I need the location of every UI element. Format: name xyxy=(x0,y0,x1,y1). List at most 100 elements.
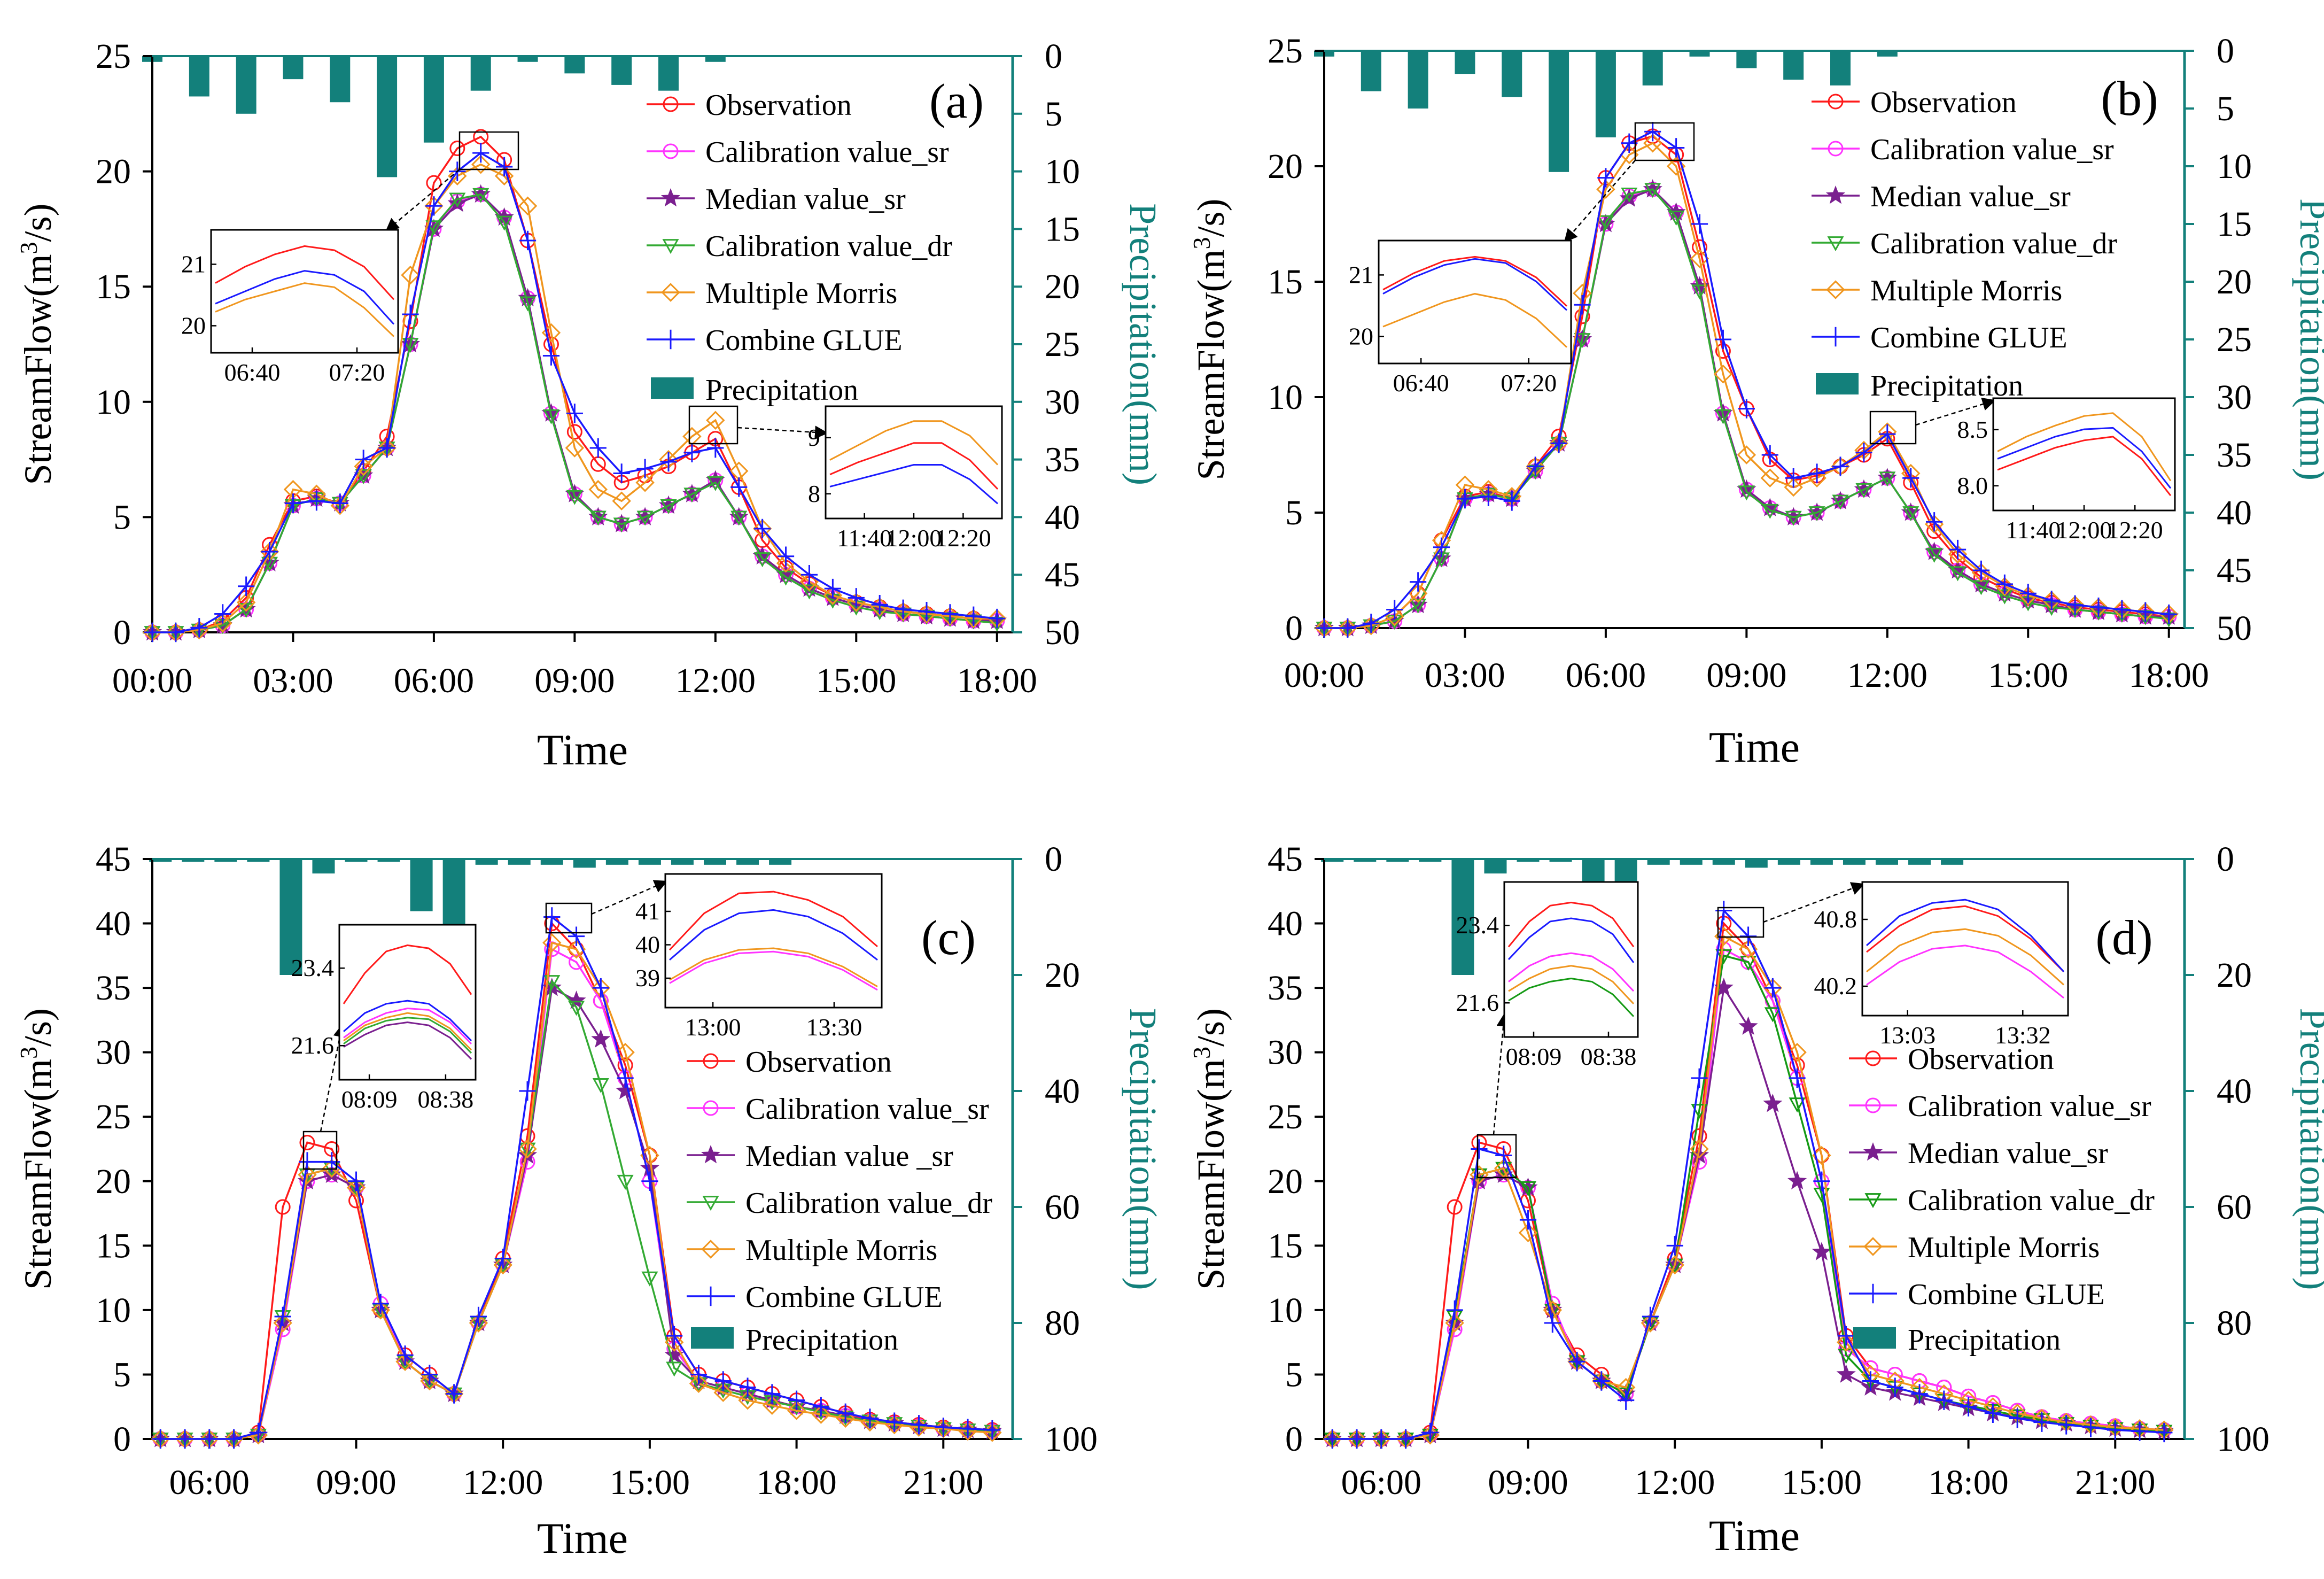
x-tick-label: 06:00 xyxy=(394,661,474,700)
inset-frame xyxy=(664,873,883,1009)
data-point xyxy=(1761,504,1778,519)
data-point xyxy=(2019,584,2037,603)
data-point xyxy=(354,456,373,476)
data-point xyxy=(1408,584,1428,603)
data-point xyxy=(1574,333,1591,349)
data-point xyxy=(1691,1068,1708,1088)
legend-marker xyxy=(661,283,680,302)
inset-x-tick-label: 08:09 xyxy=(1506,1043,1562,1070)
data-point xyxy=(812,1397,829,1417)
data-point xyxy=(471,154,491,174)
y2-tick-label: 80 xyxy=(2217,1304,2252,1343)
data-point xyxy=(965,606,982,626)
y-tick-label: 20 xyxy=(96,152,131,191)
legend-label: Multiple Morris xyxy=(705,277,897,310)
data-point xyxy=(1737,445,1756,465)
legend-marker xyxy=(702,1286,719,1306)
data-point xyxy=(1691,284,1708,300)
data-point xyxy=(871,595,888,615)
inset: 23.4 21.608:09 08:38 xyxy=(291,924,477,1170)
data-point xyxy=(261,541,278,562)
legend-label: Precipitation xyxy=(705,374,858,407)
data-point xyxy=(612,491,631,510)
y-tick-label: 15 xyxy=(96,267,131,306)
data-point xyxy=(1936,1390,1953,1410)
inset-x-tick-label: 08:38 xyxy=(418,1086,474,1113)
legend-swatch-precip xyxy=(1816,373,1859,394)
data-point xyxy=(1785,510,1802,526)
data-point xyxy=(690,1365,708,1384)
precip-bar xyxy=(736,859,759,865)
inset-curve xyxy=(1866,899,2065,972)
data-point xyxy=(1789,1097,1806,1113)
y2-tick-label: 80 xyxy=(1045,1304,1080,1343)
y-tick-label: 10 xyxy=(1268,378,1303,417)
legend-marker xyxy=(701,1240,720,1259)
data-point xyxy=(777,546,795,566)
precip-bar xyxy=(189,56,209,97)
data-point xyxy=(714,1371,732,1391)
data-point xyxy=(1503,491,1520,511)
data-point xyxy=(1470,1165,1489,1185)
zoom-arrow xyxy=(1915,397,1996,426)
zoom-box xyxy=(302,1131,338,1170)
y2-tick-label: 20 xyxy=(1045,267,1080,306)
y-tick-label: 20 xyxy=(1268,1162,1303,1201)
data-point xyxy=(707,476,724,491)
inset-x-tick-label: 07:20 xyxy=(1501,369,1557,397)
x-tick-label: 12:00 xyxy=(675,661,756,700)
y-tick-label: 40 xyxy=(1268,904,1303,943)
legend-label: Precipitation xyxy=(1870,369,2023,403)
inset: 21 20 06:40 07:20 xyxy=(181,131,519,386)
inset-curve xyxy=(1997,412,2172,482)
data-point xyxy=(664,1333,684,1352)
y-tick-label: 15 xyxy=(1268,1226,1303,1265)
panel-label: (c) xyxy=(921,910,976,965)
data-point xyxy=(1886,1377,1903,1397)
data-point xyxy=(402,304,419,324)
y-axis-title-tail: /s) xyxy=(1190,199,1232,237)
data-point xyxy=(1763,1094,1783,1112)
data-point xyxy=(201,1429,218,1449)
legend-label: Observation xyxy=(1870,86,2017,119)
data-point xyxy=(1949,566,1967,582)
data-point xyxy=(1691,214,1708,234)
data-point xyxy=(378,438,395,458)
precip-bar xyxy=(1680,859,1703,865)
precip-bar xyxy=(517,56,538,62)
data-point xyxy=(1527,456,1544,476)
precip-bar xyxy=(1810,859,1833,865)
x-tick-label: 15:00 xyxy=(816,661,896,700)
inset-curve xyxy=(1382,293,1568,348)
y2-tick-label: 0 xyxy=(2217,840,2234,879)
data-point xyxy=(1666,1258,1683,1274)
precip-bar xyxy=(1484,859,1507,874)
legend-marker xyxy=(662,329,679,350)
data-point xyxy=(346,1178,366,1197)
x-axis-title: Time xyxy=(537,1514,628,1562)
legend-label: Median value_sr xyxy=(1908,1137,2108,1170)
y-tick-label: 15 xyxy=(96,1226,131,1265)
y-axis-title-sup: 3 xyxy=(15,1047,42,1059)
legend-label: Calibration value_dr xyxy=(1870,227,2117,260)
y2-tick-label: 30 xyxy=(2217,378,2252,417)
data-point xyxy=(613,517,630,533)
data-point xyxy=(1373,1429,1390,1449)
y2-tick-label: 40 xyxy=(1045,1072,1080,1111)
inset-y-tick-label: 21 xyxy=(1349,261,1373,288)
data-point xyxy=(2033,1412,2050,1432)
data-point xyxy=(1836,1333,1856,1352)
inset-y-tick-label: 41 xyxy=(635,897,660,925)
y-tick-label: 0 xyxy=(113,613,131,652)
data-point xyxy=(1715,949,1732,964)
precip-bar xyxy=(1875,859,1898,865)
precip-bar xyxy=(1783,51,1804,80)
data-point xyxy=(1836,1364,1856,1383)
data-point xyxy=(591,1029,611,1048)
panel-d: 0 5 10 15 20 25 30 35 40 45 0 20 40 60 80 100 06:00 09:00… xyxy=(1188,840,2324,1560)
data-point xyxy=(1784,477,1803,497)
legend-label: Calibration value_dr xyxy=(705,230,952,263)
data-point xyxy=(1363,614,1380,633)
data-point xyxy=(469,1313,488,1333)
y-tick-label: 25 xyxy=(96,1097,131,1136)
